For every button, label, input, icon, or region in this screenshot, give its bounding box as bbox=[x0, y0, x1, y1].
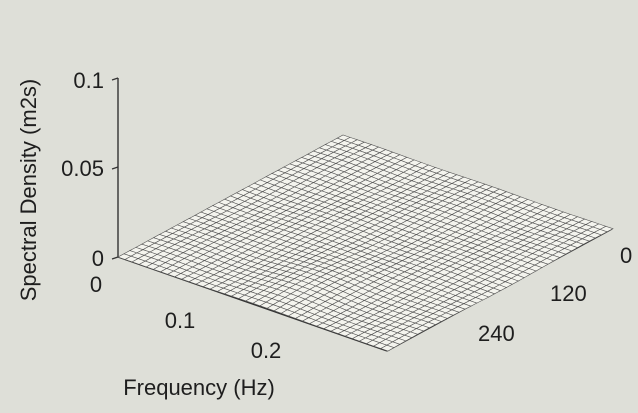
surface-cell-37-0 bbox=[380, 344, 395, 352]
z-axis-title: Spectral Density (m2s) bbox=[16, 79, 41, 302]
freq-tick-label-0.1: 0.1 bbox=[165, 308, 196, 333]
z-tick-label-0: 0 bbox=[92, 246, 104, 271]
z-tick-0.05 bbox=[111, 166, 119, 170]
dir-tick-label-240: 240 bbox=[478, 321, 515, 346]
surface-mesh bbox=[117, 134, 614, 352]
z-tick-0 bbox=[111, 256, 119, 260]
z-tick-0.1 bbox=[111, 77, 119, 81]
dir-tick-label-120: 120 bbox=[550, 281, 587, 306]
z-tick-label-0.1: 0.1 bbox=[73, 68, 104, 93]
freq-tick-label-0.2: 0.2 bbox=[251, 338, 282, 363]
x-axis-title: Frequency (Hz) bbox=[123, 375, 275, 400]
z-tick-label-0.05: 0.05 bbox=[61, 156, 104, 181]
freq-tick-label-0: 0 bbox=[90, 272, 102, 297]
dir-tick-label-0: 0 bbox=[620, 243, 632, 268]
